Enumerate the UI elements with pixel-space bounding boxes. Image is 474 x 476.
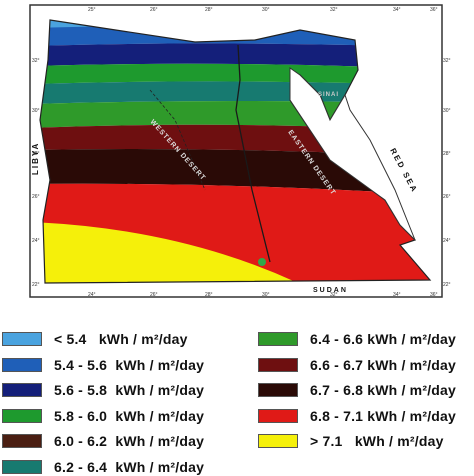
band-5-6-5-8 [40, 43, 430, 70]
legend-unit: kWh / m²/day [115, 408, 205, 424]
legend-swatch [258, 332, 298, 346]
legend-range: 6.0 - 6.2 [54, 433, 108, 449]
left-tick: 28° [32, 151, 40, 157]
left-tick: 22° [32, 282, 40, 288]
legend-unit: kWh / m²/day [367, 408, 457, 424]
bottom-tick: 32° [330, 292, 338, 298]
top-tick: 34° [393, 7, 401, 13]
top-tick: 30° [262, 7, 270, 13]
libya-label: LIBYA [31, 142, 40, 175]
legend-range: > 7.1 [310, 433, 343, 449]
legend-swatch [2, 383, 42, 397]
sinai-label: SINAI [318, 92, 339, 98]
legend-range: 6.4 - 6.6 [310, 331, 364, 347]
legend-range: 5.4 - 5.6 [54, 357, 108, 373]
legend-item: 6.6 - 6.7 kWh / m²/day [258, 356, 456, 374]
legend-item: 5.4 - 5.6 kWh / m²/day [2, 356, 204, 374]
legend-unit: kWh / m²/day [367, 331, 457, 347]
right-tick: 26° [443, 194, 451, 200]
legend-unit: kWh / m²/day [367, 382, 457, 398]
legend-range: 6.7 - 6.8 [310, 382, 364, 398]
left-tick: 30° [32, 108, 40, 114]
band-gt-7-1 [40, 222, 300, 283]
legend-swatch [2, 460, 42, 474]
legend-item: 6.8 - 7.1 kWh / m²/day [258, 407, 456, 425]
legend-swatch [258, 434, 298, 448]
top-tick: 36° [430, 7, 438, 13]
bottom-tick: 26° [150, 292, 158, 298]
legend-item: 6.4 - 6.6 kWh / m²/day [258, 330, 456, 348]
legend-unit: kWh / m²/day [115, 357, 205, 373]
legend-item: < 5.4 kWh / m²/day [2, 330, 188, 348]
legend-swatch [258, 383, 298, 397]
right-tick: 22° [443, 282, 451, 288]
bottom-tick: 34° [393, 292, 401, 298]
right-tick: 28° [443, 151, 451, 157]
legend-item: 5.6 - 5.8 kWh / m²/day [2, 381, 204, 399]
left-tick: 24° [32, 238, 40, 244]
egypt-solar-map: MEDITERRANEAN SEA RED SEA LIBYA SUDAN WE… [29, 4, 451, 298]
bottom-tick: 28° [205, 292, 213, 298]
right-tick: 32° [443, 58, 451, 64]
bottom-tick: 24° [88, 292, 96, 298]
legend-item: > 7.1 kWh / m²/day [258, 432, 444, 450]
legend-item: 6.0 - 6.2 kWh / m²/day [2, 432, 204, 450]
legend-range: 5.8 - 6.0 [54, 408, 108, 424]
lake-nasser [258, 258, 266, 266]
legend-unit: kWh / m²/day [115, 459, 205, 475]
top-tick: 32° [330, 7, 338, 13]
bottom-tick: 30° [262, 292, 270, 298]
legend-range: < 5.4 [54, 331, 87, 347]
left-tick: 26° [32, 194, 40, 200]
legend-swatch [258, 409, 298, 423]
right-tick: 24° [443, 238, 451, 244]
legend-unit: kWh / m²/day [367, 357, 457, 373]
legend-unit: kWh / m²/day [115, 382, 205, 398]
mediterranean-sea-label: MEDITERRANEAN SEA [130, 14, 253, 23]
red-sea [289, 67, 416, 241]
nile-river [235, 44, 271, 263]
legend-unit: kWh / m²/day [98, 331, 188, 347]
legend-item: 6.7 - 6.8 kWh / m²/day [258, 381, 456, 399]
bottom-tick: 36° [430, 292, 438, 298]
top-tick: 28° [205, 7, 213, 13]
legend-swatch [2, 409, 42, 423]
legend-unit: kWh / m²/day [354, 433, 444, 449]
legend-swatch [2, 332, 42, 346]
top-tick: 25° [88, 7, 96, 13]
legend-unit: kWh / m²/day [115, 433, 205, 449]
legend-swatch [258, 358, 298, 372]
legend-item: 5.8 - 6.0 kWh / m²/day [2, 407, 204, 425]
legend-swatch [2, 358, 42, 372]
legend-range: 6.8 - 7.1 [310, 408, 364, 424]
legend-item: 6.2 - 6.4 kWh / m²/day [2, 458, 204, 476]
legend-range: 6.2 - 6.4 [54, 459, 108, 475]
sudan-label: SUDAN [313, 287, 348, 294]
left-tick: 32° [32, 58, 40, 64]
legend-range: 5.6 - 5.8 [54, 382, 108, 398]
legend-range: 6.6 - 6.7 [310, 357, 364, 373]
top-tick: 26° [150, 7, 158, 13]
right-tick: 30° [443, 108, 451, 114]
legend-swatch [2, 434, 42, 448]
